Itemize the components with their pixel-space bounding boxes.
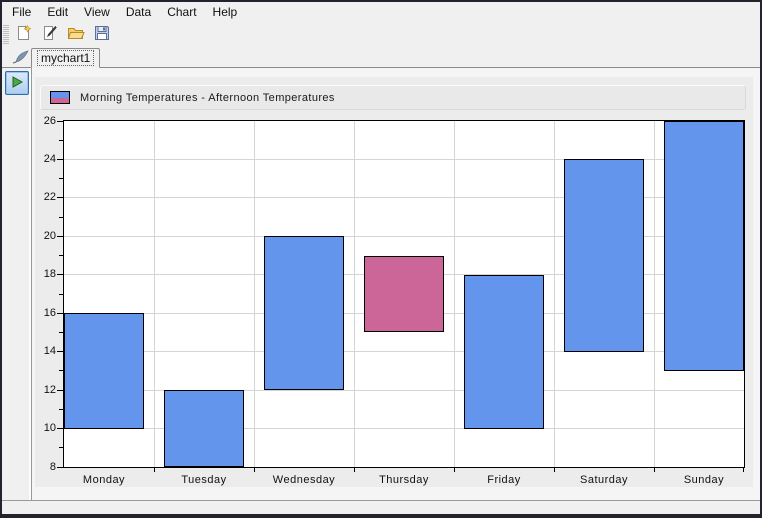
bar-thursday[interactable] <box>364 255 444 333</box>
x-axis-tick-0 <box>154 468 155 472</box>
y-axis-tick-16 <box>57 312 63 314</box>
x-axis-label-friday: Friday <box>487 474 521 486</box>
gridline-x-5 <box>653 121 655 467</box>
y-axis-tick-20 <box>57 235 63 237</box>
bar-tuesday[interactable] <box>164 390 244 467</box>
y-axis-tick-23 <box>59 178 63 180</box>
y-axis-tick-18 <box>57 274 63 276</box>
legend-swatch <box>50 91 70 104</box>
y-axis-tick-24 <box>57 158 63 160</box>
x-axis-tick-3 <box>454 468 455 472</box>
bar-sunday[interactable] <box>664 121 744 371</box>
open-button[interactable] <box>64 23 88 47</box>
menu-help[interactable]: Help <box>212 5 238 19</box>
y-axis-tick-11 <box>59 408 63 410</box>
menu-data[interactable]: Data <box>125 5 152 19</box>
y-axis-label-12: 12 <box>43 383 56 396</box>
gridline-x-3 <box>453 121 455 467</box>
x-axis-tick-4 <box>554 468 555 472</box>
legend-swatch-morning-color <box>51 92 69 98</box>
y-axis-tick-22 <box>57 197 63 199</box>
content-area: Morning Temperatures - Afternoon Tempera… <box>2 68 760 500</box>
x-axis-label-thursday: Thursday <box>379 474 429 486</box>
menubar: File Edit View Data Chart Help <box>2 2 760 22</box>
x-axis-label-monday: Monday <box>82 474 126 486</box>
chart-view: Morning Temperatures - Afternoon Tempera… <box>32 68 760 500</box>
bar-friday[interactable] <box>464 274 544 429</box>
gridline-y-10 <box>64 428 744 430</box>
gridline-y-24 <box>64 158 744 160</box>
gridline-y-22 <box>64 197 744 199</box>
x-axis-label-saturday: Saturday <box>579 474 629 486</box>
edit-document-icon <box>41 24 59 45</box>
x-axis-tick-2 <box>354 468 355 472</box>
y-axis-label-10: 10 <box>43 422 56 435</box>
tab-label: mychart1 <box>37 50 95 66</box>
edit-chart-button[interactable] <box>38 23 62 47</box>
gridline-y-12 <box>64 389 744 391</box>
gridline-x-0 <box>153 121 155 467</box>
open-folder-icon <box>67 24 85 45</box>
chart-panel: Morning Temperatures - Afternoon Tempera… <box>35 77 753 487</box>
bar-saturday[interactable] <box>564 159 644 352</box>
y-axis-tick-17 <box>59 293 63 295</box>
bar-monday[interactable] <box>64 313 144 429</box>
y-axis-label-14: 14 <box>43 345 56 358</box>
tab-strip: mychart1 <box>2 47 760 68</box>
status-bar <box>2 500 760 513</box>
menu-file[interactable]: File <box>12 5 32 19</box>
gridline-x-1 <box>253 121 255 467</box>
y-axis-label-16: 16 <box>43 306 56 319</box>
y-axis-tick-25 <box>59 139 63 141</box>
menu-chart[interactable]: Chart <box>167 5 197 19</box>
y-axis-tick-19 <box>59 255 63 257</box>
bar-wednesday[interactable] <box>264 236 344 391</box>
legend-swatch-afternoon-color <box>51 97 69 103</box>
y-axis-label-18: 18 <box>43 268 56 281</box>
y-axis-label-8: 8 <box>49 460 56 473</box>
menu-edit[interactable]: Edit <box>47 5 69 19</box>
y-axis-tick-14 <box>57 351 63 353</box>
y-axis-tick-9 <box>59 447 63 449</box>
y-axis-label-20: 20 <box>43 229 56 242</box>
x-axis-tick-right <box>743 468 744 472</box>
y-axis-tick-21 <box>59 216 63 218</box>
y-axis-tick-8 <box>57 466 63 468</box>
y-axis-tick-15 <box>59 331 63 333</box>
chart-legend: Morning Temperatures - Afternoon Tempera… <box>40 85 746 110</box>
x-axis-tick-1 <box>254 468 255 472</box>
gridline-y-20 <box>64 235 744 237</box>
side-toolbar <box>2 68 32 500</box>
y-axis-tick-13 <box>59 370 63 372</box>
quill-pen-icon <box>11 50 31 70</box>
y-axis-tick-26 <box>57 120 63 122</box>
y-axis-label-24: 24 <box>43 152 56 165</box>
toolbar-gripper[interactable] <box>3 24 9 45</box>
gridline-x-4 <box>553 121 555 467</box>
tab-mychart1[interactable]: mychart1 <box>31 48 101 68</box>
y-axis-label-26: 26 <box>43 114 56 127</box>
new-chart-button[interactable] <box>12 23 36 47</box>
x-axis-label-sunday: Sunday <box>683 474 725 486</box>
legend-label: Morning Temperatures - Afternoon Tempera… <box>80 91 335 104</box>
x-axis-tick-5 <box>654 468 655 472</box>
play-icon <box>10 75 24 92</box>
y-axis-tick-10 <box>57 428 63 430</box>
new-document-icon <box>15 24 33 45</box>
toolbar <box>2 22 760 47</box>
plot-area <box>63 120 745 468</box>
x-axis-label-wednesday: Wednesday <box>272 474 336 486</box>
menu-view[interactable]: View <box>84 5 110 19</box>
gridline-x-2 <box>353 121 355 467</box>
save-icon <box>93 24 111 45</box>
gridline-y-14 <box>64 351 744 353</box>
y-axis-tick-12 <box>57 389 63 391</box>
run-chart-button[interactable] <box>4 71 29 95</box>
y-axis-label-22: 22 <box>43 191 56 204</box>
x-axis-label-tuesday: Tuesday <box>181 474 227 486</box>
save-button[interactable] <box>90 23 114 47</box>
